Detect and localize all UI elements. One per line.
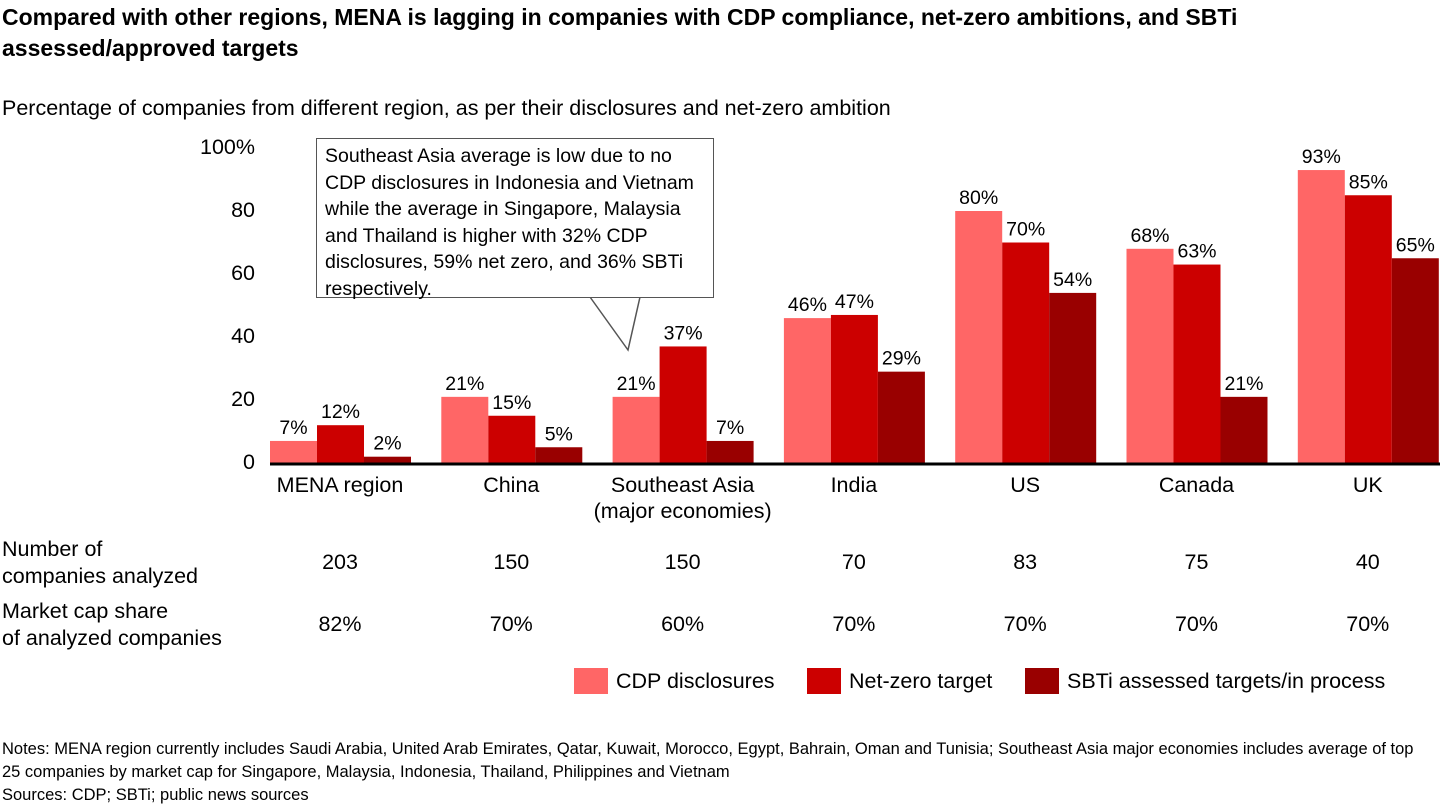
data-label: 93% [1302, 146, 1341, 168]
table-cell: 70% [832, 612, 876, 636]
x-tick-label: China [483, 473, 540, 497]
table-cell: 70 [841, 550, 866, 574]
bar [317, 425, 364, 463]
legend-label: CDP disclosures [616, 668, 775, 693]
legend-swatch [574, 668, 608, 694]
legend-item: SBTi assessed targets/in process [1025, 668, 1385, 694]
bar [955, 211, 1003, 463]
data-label: 65% [1396, 234, 1435, 256]
data-label: 68% [1130, 225, 1169, 247]
legend-item: Net-zero target [807, 668, 992, 694]
bar [270, 440, 317, 463]
y-tick-label: 60 [231, 261, 255, 285]
x-tick-label: UK [1352, 473, 1383, 497]
table-cell: 70% [1003, 612, 1047, 636]
y-tick-label: 100% [200, 135, 255, 159]
data-label: 7% [279, 417, 307, 439]
bar [1297, 170, 1345, 464]
legend-label: SBTi assessed targets/in process [1067, 668, 1386, 693]
table-cell: 203 [322, 550, 358, 574]
table-row-label: Market cap share of analyzed companies [2, 599, 222, 650]
table-row-label: Number of companies analyzed [2, 537, 199, 588]
table-cell: 70% [1174, 612, 1219, 636]
bar [1126, 248, 1174, 463]
chart-subtitle: Percentage of companies from different r… [2, 96, 891, 120]
table-cell: 60% [661, 612, 705, 636]
notes: Notes: MENA region currently includes Sa… [2, 738, 1422, 807]
bar [1344, 195, 1392, 463]
bar [659, 346, 707, 463]
bar [488, 415, 536, 463]
data-label: 80% [959, 187, 998, 209]
data-label: 12% [321, 401, 360, 423]
data-label: 5% [545, 423, 573, 445]
callout-pointer [589, 296, 641, 352]
table-cell: 83 [1013, 550, 1038, 574]
annotation-callout: Southeast Asia average is low due to no … [316, 138, 714, 300]
bar [877, 371, 925, 463]
bar [1049, 292, 1097, 463]
bar [364, 456, 411, 463]
bar [441, 396, 489, 463]
bar [830, 314, 878, 463]
x-tick-label: MENA region [276, 473, 404, 497]
data-label: 21% [617, 373, 656, 395]
table-cell: 150 [493, 550, 530, 574]
data-label: 7% [716, 417, 744, 439]
notes-text: Notes: MENA region currently includes Sa… [2, 740, 1414, 781]
legend-swatch [807, 668, 841, 694]
data-label: 54% [1053, 269, 1092, 291]
data-label: 63% [1177, 241, 1216, 263]
bar [1391, 258, 1439, 463]
data-label: 70% [1006, 219, 1045, 241]
plot-area: 7% 12% 2% 21% 15% 5% 21% 37% 7% 46% 47% 29% 80% 70% 54… [270, 146, 1440, 466]
data-label: 21% [1224, 373, 1263, 395]
data-label: 21% [445, 373, 484, 395]
sources-text: Sources: CDP; SBTi; public news sources [2, 786, 309, 804]
bar [1220, 396, 1268, 463]
data-label: 47% [835, 291, 874, 313]
table-cell: 82% [318, 612, 362, 636]
data-label: 15% [492, 392, 531, 414]
data-label: 29% [882, 348, 921, 370]
table-cell: 40 [1355, 550, 1380, 574]
legend-label: Net-zero target [849, 668, 993, 693]
bar [535, 447, 583, 463]
table-cell: 70% [489, 612, 533, 636]
x-tick-label: Canada [1158, 473, 1235, 497]
x-tick-label: Southeast Asia (major economies) [593, 473, 772, 523]
x-tick-label: India [830, 473, 878, 497]
table-cell: 150 [664, 550, 701, 574]
data-label: 2% [373, 433, 401, 455]
bar [612, 396, 660, 463]
x-tick-label: US [1010, 473, 1041, 497]
y-tick-label: 40 [231, 324, 255, 348]
data-label: 46% [788, 294, 827, 316]
y-tick-label: 80 [231, 198, 255, 222]
legend-item: CDP disclosures [574, 668, 775, 694]
bar [1002, 242, 1050, 463]
y-tick-label: 20 [231, 387, 255, 411]
table-cell: 70% [1346, 612, 1390, 636]
bar [1173, 264, 1221, 463]
bar [783, 318, 831, 463]
data-label: 85% [1349, 171, 1388, 193]
y-tick-label: 0 [243, 450, 255, 474]
bar [706, 440, 754, 463]
data-label: 37% [664, 322, 703, 344]
chart-title: Compared with other regions, MENA is lag… [2, 4, 1238, 61]
table-cell: 75 [1184, 550, 1209, 574]
legend-swatch [1025, 668, 1059, 694]
